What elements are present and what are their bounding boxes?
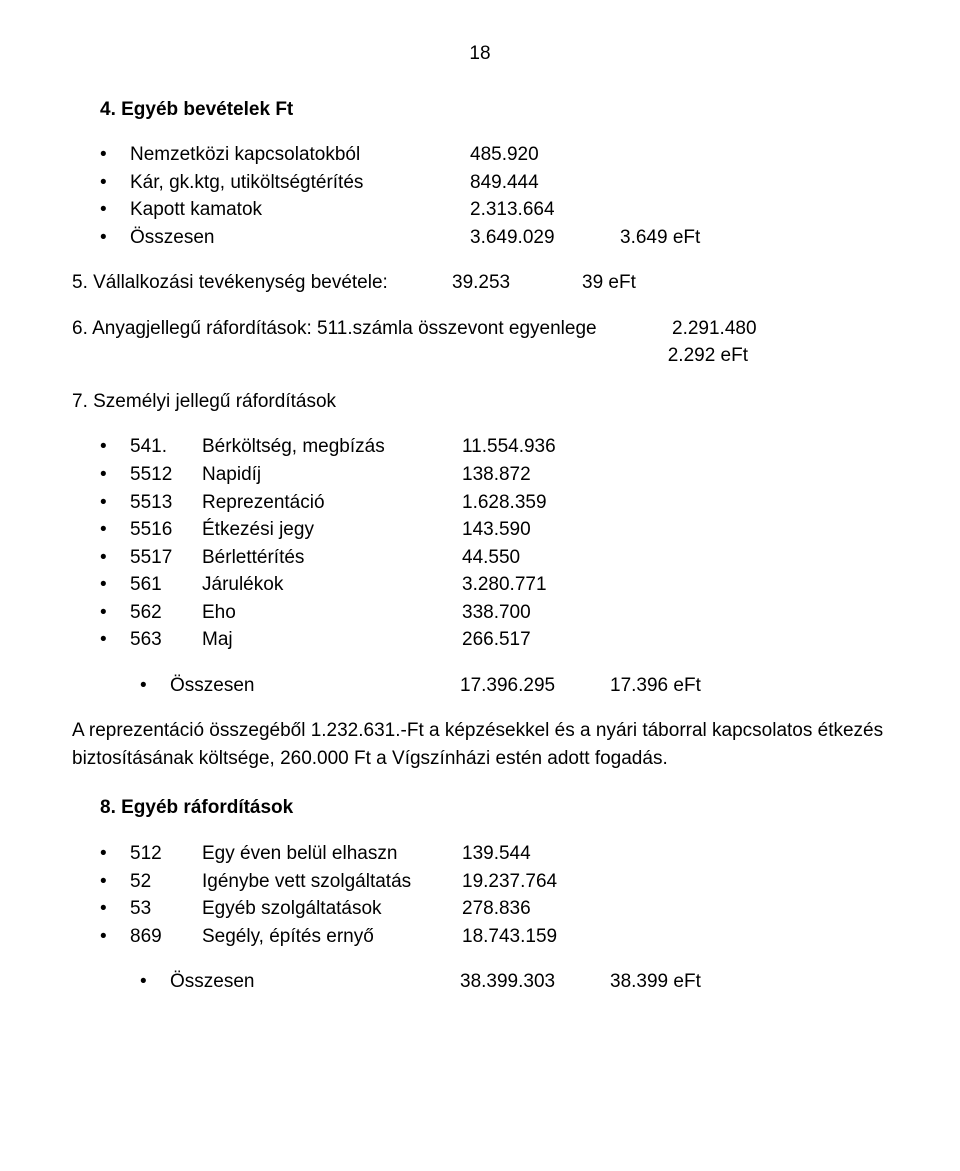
item-label: Nemzetközi kapcsolatokból: [130, 141, 470, 169]
paragraph-reprezentacio: A reprezentáció összegéből 1.232.631.-Ft…: [72, 717, 888, 772]
item-label: Kapott kamatok: [130, 196, 470, 224]
item-value: 278.836: [462, 895, 612, 923]
item-name: Reprezentáció: [202, 489, 462, 517]
item-code: 52: [130, 868, 202, 896]
page-number: 18: [72, 40, 888, 68]
item-name: Eho: [202, 599, 462, 627]
item-code: 5517: [130, 544, 202, 572]
total-label: Összesen: [170, 968, 460, 996]
item-code: 512: [130, 840, 202, 868]
item-code: 869: [130, 923, 202, 951]
section4-heading: 4. Egyéb bevételek Ft: [72, 96, 888, 124]
item-code: 53: [130, 895, 202, 923]
item-name: Igénybe vett szolgáltatás: [202, 868, 462, 896]
list-item: 52Igénybe vett szolgáltatás19.237.764: [72, 868, 888, 896]
section6-v1: 2.291.480: [672, 315, 822, 343]
list-item: 561Járulékok3.280.771: [72, 571, 888, 599]
item-value: 44.550: [462, 544, 612, 572]
list-item: 541.Bérköltség, megbízás11.554.936: [72, 433, 888, 461]
item-name: Segély, építés ernyő: [202, 923, 462, 951]
item-name: Járulékok: [202, 571, 462, 599]
total-v1: 17.396.295: [460, 672, 610, 700]
list-item: 5513Reprezentáció1.628.359: [72, 489, 888, 517]
section6-v2: 2.292 eFt: [668, 342, 888, 370]
item-name: Napidíj: [202, 461, 462, 489]
total-v2: 38.399 eFt: [610, 968, 750, 996]
section5-v2: 39 eFt: [582, 269, 722, 297]
item-value: 3.649.029: [470, 224, 620, 252]
list-item: 5516Étkezési jegy143.590: [72, 516, 888, 544]
item-value: 143.590: [462, 516, 612, 544]
list-item: Kapott kamatok2.313.664: [72, 196, 888, 224]
list-item: 5512Napidíj138.872: [72, 461, 888, 489]
section6-heading: 6. Anyagjellegű ráfordítások: 511.számla…: [72, 315, 672, 343]
item-value: 18.743.159: [462, 923, 612, 951]
item-name: Maj: [202, 626, 462, 654]
item-value: 338.700: [462, 599, 612, 627]
total-label: Összesen: [170, 672, 460, 700]
item-value: 1.628.359: [462, 489, 612, 517]
item-value: 11.554.936: [462, 433, 612, 461]
item-value: 2.313.664: [470, 196, 620, 224]
section4-list: Nemzetközi kapcsolatokból485.920 Kár, gk…: [72, 141, 888, 251]
item-code: 561: [130, 571, 202, 599]
section7-list: 541.Bérköltség, megbízás11.554.936 5512N…: [72, 433, 888, 653]
list-item: Összesen17.396.29517.396 eFt: [72, 672, 888, 700]
list-item: Összesen38.399.30338.399 eFt: [72, 968, 888, 996]
item-value: 266.517: [462, 626, 612, 654]
item-code: 563: [130, 626, 202, 654]
section6-block: 6. Anyagjellegű ráfordítások: 511.számla…: [72, 315, 888, 370]
total-v2: 17.396 eFt: [610, 672, 750, 700]
section5-heading: 5. Vállalkozási tevékenység bevétele:: [72, 269, 452, 297]
item-code: 562: [130, 599, 202, 627]
item-value2: 3.649 eFt: [620, 224, 760, 252]
item-code: 5513: [130, 489, 202, 517]
item-name: Bérköltség, megbízás: [202, 433, 462, 461]
item-value: 485.920: [470, 141, 620, 169]
item-code: 5512: [130, 461, 202, 489]
list-item: 5517Bérlettérítés44.550: [72, 544, 888, 572]
item-value: 138.872: [462, 461, 612, 489]
list-item: 562Eho338.700: [72, 599, 888, 627]
list-item: Összesen3.649.0293.649 eFt: [72, 224, 888, 252]
section8-heading: 8. Egyéb ráfordítások: [72, 794, 888, 822]
item-label: Kár, gk.ktg, utiköltségtérítés: [130, 169, 470, 197]
item-value: 3.280.771: [462, 571, 612, 599]
item-label: Összesen: [130, 224, 470, 252]
list-item: 563Maj266.517: [72, 626, 888, 654]
list-item: Nemzetközi kapcsolatokból485.920: [72, 141, 888, 169]
section7-heading: 7. Személyi jellegű ráfordítások: [72, 388, 888, 416]
item-name: Étkezési jegy: [202, 516, 462, 544]
section8-list: 512Egy éven belül elhaszn139.544 52Igény…: [72, 840, 888, 950]
list-item: Kár, gk.ktg, utiköltségtérítés849.444: [72, 169, 888, 197]
list-item: 53Egyéb szolgáltatások278.836: [72, 895, 888, 923]
list-item: 512Egy éven belül elhaszn139.544: [72, 840, 888, 868]
item-name: Egy éven belül elhaszn: [202, 840, 462, 868]
item-value: 139.544: [462, 840, 612, 868]
section7-total: Összesen17.396.29517.396 eFt: [72, 672, 888, 700]
item-name: Bérlettérítés: [202, 544, 462, 572]
section8-total: Összesen38.399.30338.399 eFt: [72, 968, 888, 996]
item-value: 849.444: [470, 169, 620, 197]
item-code: 541.: [130, 433, 202, 461]
item-value: 19.237.764: [462, 868, 612, 896]
total-v1: 38.399.303: [460, 968, 610, 996]
item-code: 5516: [130, 516, 202, 544]
section5-line: 5. Vállalkozási tevékenység bevétele: 39…: [72, 269, 888, 297]
list-item: 869Segély, építés ernyő18.743.159: [72, 923, 888, 951]
section5-v1: 39.253: [452, 269, 582, 297]
item-name: Egyéb szolgáltatások: [202, 895, 462, 923]
